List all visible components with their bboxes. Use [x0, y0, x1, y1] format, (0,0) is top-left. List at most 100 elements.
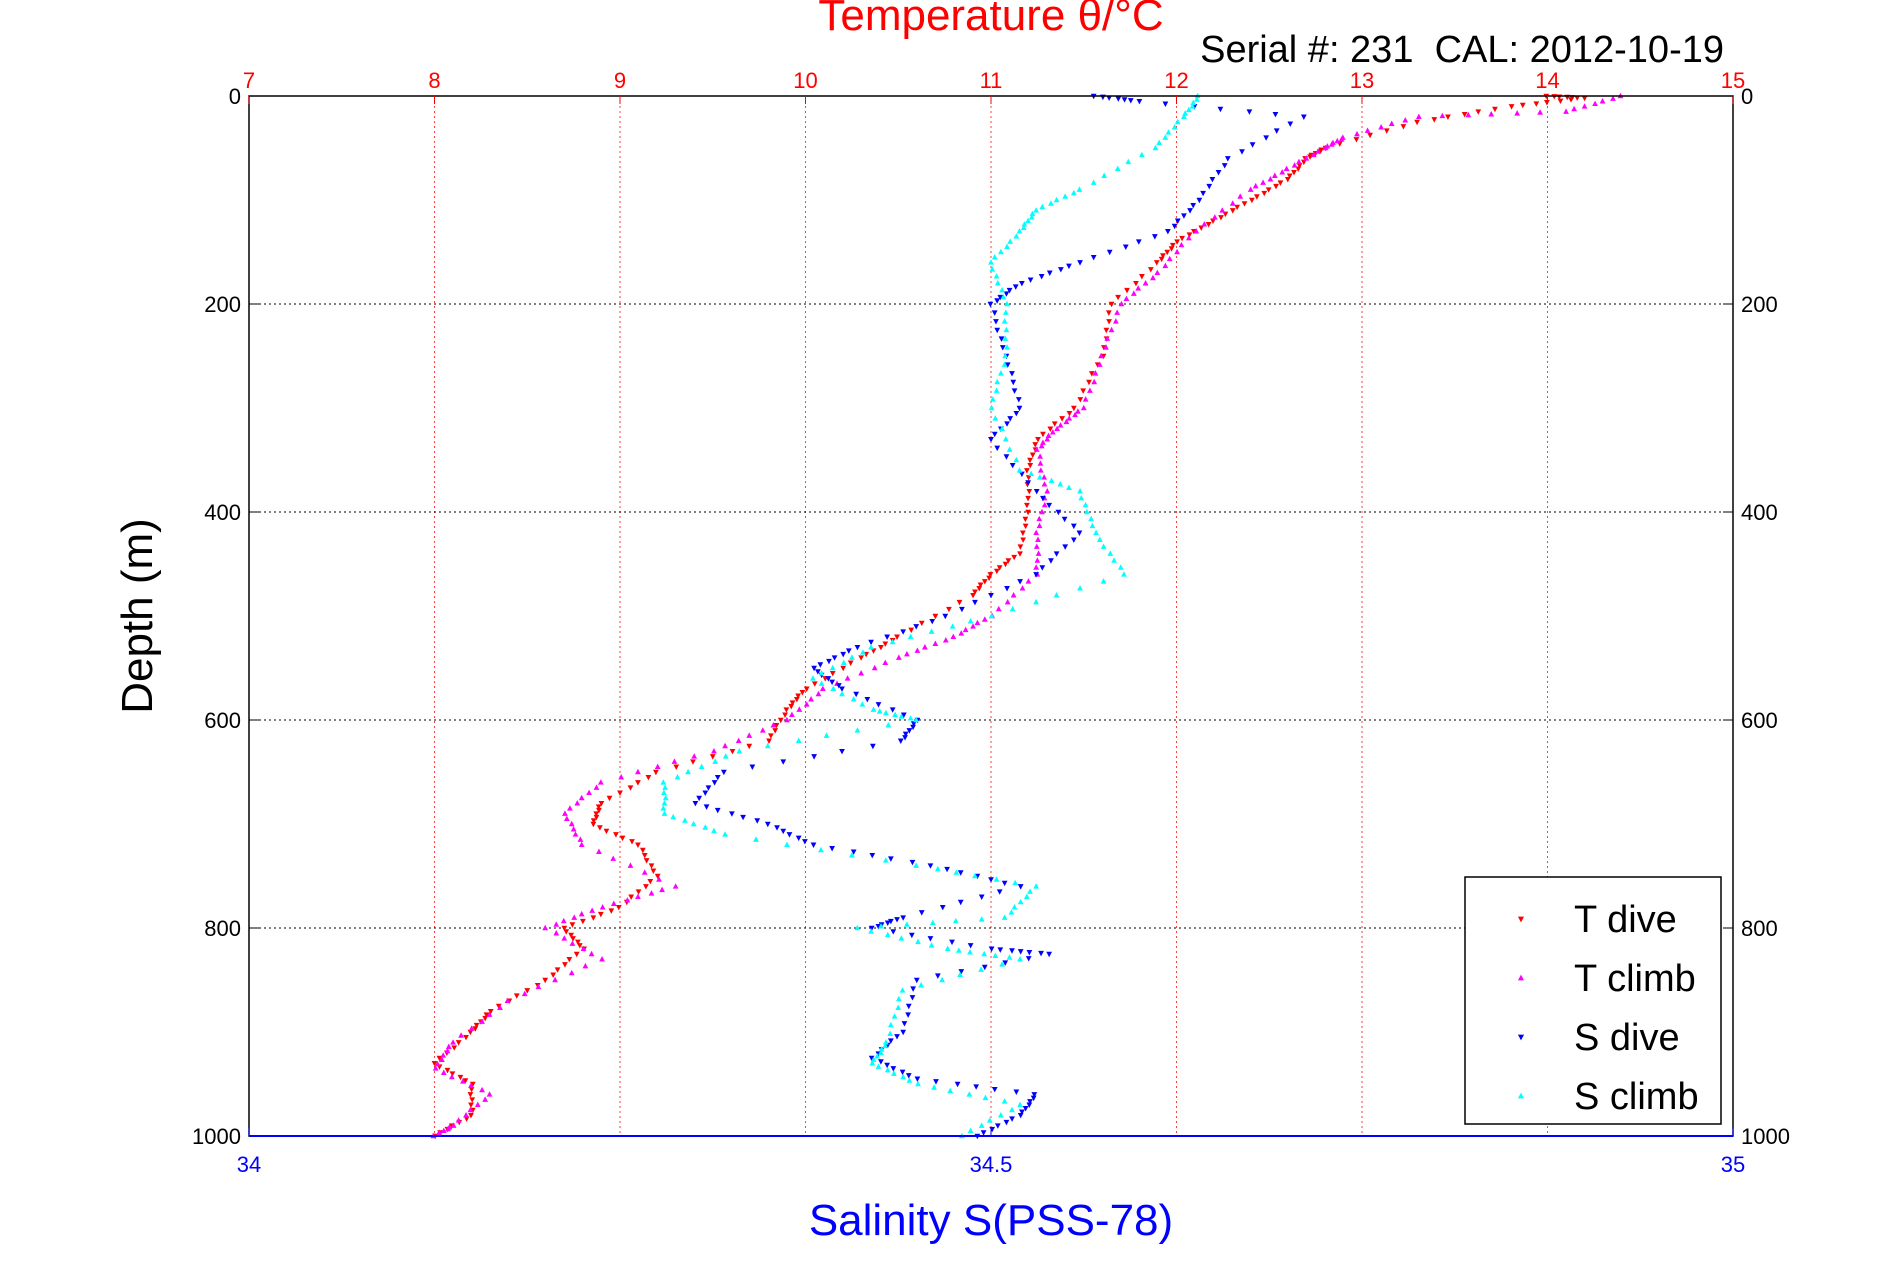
data-point	[599, 904, 606, 910]
data-point	[1028, 214, 1035, 220]
data-point	[1048, 477, 1055, 484]
data-point	[1001, 914, 1008, 920]
data-point	[1194, 96, 1200, 102]
data-point	[1078, 494, 1085, 501]
data-point	[1201, 221, 1208, 227]
data-point	[711, 827, 717, 834]
data-point	[784, 716, 790, 723]
data-point	[696, 795, 703, 802]
data-point	[1033, 543, 1040, 549]
data-point	[635, 842, 641, 848]
data-point	[1010, 379, 1017, 386]
data-point	[1019, 1109, 1025, 1115]
data-point	[1239, 149, 1245, 155]
data-point	[890, 1066, 897, 1072]
depth-tick-label-right: 200	[1741, 292, 1778, 317]
data-point	[729, 748, 736, 755]
depth-tick-label: 600	[204, 708, 241, 733]
data-point	[1009, 371, 1015, 377]
data-point	[847, 660, 854, 666]
data-point	[650, 868, 657, 874]
data-point	[845, 648, 852, 654]
data-point	[988, 404, 995, 411]
data-layer	[430, 92, 1624, 1140]
data-point	[1106, 249, 1113, 256]
data-point	[610, 855, 617, 861]
data-point	[595, 804, 602, 810]
data-point	[978, 966, 984, 972]
data-point	[986, 575, 992, 582]
data-point	[972, 589, 978, 595]
data-point	[671, 758, 678, 764]
data-point	[955, 947, 962, 953]
depth-tick-label-right: 1000	[1741, 1124, 1790, 1149]
data-point	[946, 606, 952, 613]
data-point	[882, 641, 889, 647]
data-point	[1046, 951, 1053, 958]
data-point	[1354, 130, 1360, 137]
data-point	[1025, 956, 1032, 962]
data-point	[1046, 270, 1053, 276]
data-point	[673, 764, 680, 770]
data-point	[918, 620, 925, 627]
data-point	[1096, 361, 1103, 367]
data-point	[819, 685, 826, 692]
data-point	[1047, 426, 1054, 432]
data-point	[1006, 287, 1013, 294]
data-point	[839, 686, 845, 692]
data-point	[818, 670, 825, 676]
data-point	[1217, 106, 1224, 113]
data-point	[1581, 95, 1588, 102]
data-point	[455, 1117, 462, 1123]
data-point	[1190, 99, 1197, 106]
data-point	[1303, 155, 1310, 161]
data-point	[571, 914, 578, 920]
data-point	[1353, 137, 1360, 143]
data-point	[1101, 172, 1108, 178]
data-point	[1037, 453, 1044, 459]
data-point	[795, 737, 802, 744]
data-point	[1592, 100, 1598, 107]
data-point	[1010, 592, 1017, 598]
data-point	[1019, 471, 1025, 478]
data-point	[580, 945, 587, 952]
data-point	[993, 319, 999, 325]
data-point	[932, 640, 939, 646]
data-point	[1025, 509, 1031, 516]
temp-tick-label: 11	[980, 68, 1003, 93]
data-point	[662, 784, 668, 790]
data-point	[1003, 454, 1010, 460]
data-point	[1013, 233, 1020, 239]
data-point	[629, 839, 635, 845]
data-point	[1004, 300, 1010, 307]
salinity-tick-label: 34	[237, 1152, 261, 1177]
data-point	[597, 779, 604, 785]
data-point	[904, 650, 910, 657]
data-point	[1273, 183, 1279, 190]
data-point	[1009, 462, 1016, 469]
data-point	[931, 1084, 937, 1090]
data-point	[950, 633, 957, 640]
data-point	[981, 616, 988, 622]
data-point	[1300, 114, 1307, 120]
data-point	[858, 670, 865, 676]
data-point	[1090, 254, 1097, 261]
data-point	[1057, 481, 1064, 487]
data-point	[896, 995, 902, 1002]
data-point	[999, 425, 1005, 432]
chart-title: Temperature θ/°C	[818, 0, 1163, 40]
data-point	[1130, 290, 1137, 296]
data-point	[736, 748, 743, 754]
data-point	[795, 835, 802, 842]
data-point	[1015, 397, 1022, 403]
data-point	[777, 717, 784, 724]
data-point	[610, 900, 617, 906]
data-point	[1057, 267, 1064, 273]
data-point	[615, 904, 622, 911]
data-point	[914, 1076, 921, 1082]
data-point	[1218, 215, 1224, 221]
data-point	[997, 947, 1004, 953]
temp-tick-label: 13	[1350, 68, 1374, 93]
data-point	[1066, 415, 1073, 421]
